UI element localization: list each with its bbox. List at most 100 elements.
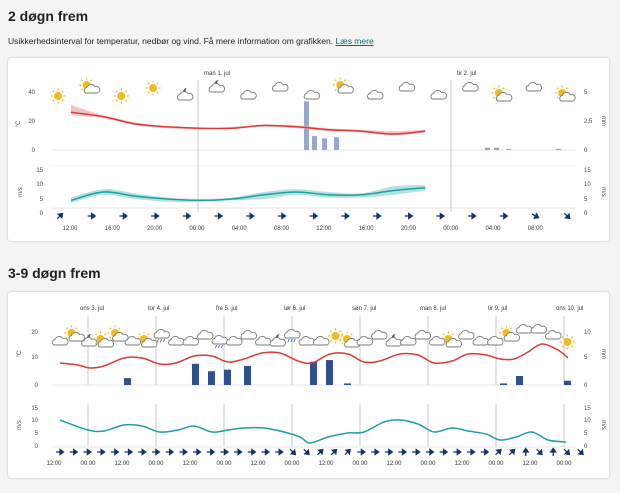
wind-arrow-shape xyxy=(549,447,557,456)
wind-unit-right: m/s xyxy=(600,187,606,197)
wind-arrow-shape xyxy=(119,212,129,220)
wind-arrow-icon xyxy=(56,448,65,456)
wind-arrow-icon xyxy=(563,212,571,220)
wind-arrow-shape xyxy=(357,448,367,456)
rain-bar xyxy=(326,360,333,385)
wind-arrow-shape xyxy=(56,212,64,220)
wind-arrow-shape xyxy=(69,448,79,456)
wind-line xyxy=(70,187,426,202)
rain-bar xyxy=(500,383,507,385)
wind-arrow-icon xyxy=(97,448,106,456)
sun-ray xyxy=(124,99,128,102)
wind-tick: 15 xyxy=(36,168,43,174)
sun-ray xyxy=(493,96,496,99)
sun-ray xyxy=(90,79,93,82)
wind-arrow-icon xyxy=(536,448,543,456)
wind-arrow-icon xyxy=(124,448,134,456)
rain-tick: 0 xyxy=(584,383,588,389)
wind-arrow-shape xyxy=(344,448,351,456)
read-more-link[interactable]: Læs mere xyxy=(335,36,374,46)
rain-drop xyxy=(290,338,293,343)
cloud-shape xyxy=(400,336,417,346)
partly-cloudy-icon xyxy=(64,325,86,342)
sun-ray xyxy=(65,336,69,339)
cloud-shape xyxy=(226,336,243,346)
wind-arrow-shape xyxy=(317,448,324,456)
partly-cloudy-icon xyxy=(136,331,158,348)
sun-ray xyxy=(350,333,353,336)
time-label: 12:00 xyxy=(250,461,266,467)
rain-bar xyxy=(564,380,571,385)
sun-icon xyxy=(50,88,66,104)
partly-cloudy-icon xyxy=(93,331,115,348)
time-label: 12:00 xyxy=(318,461,334,467)
cloud-icon xyxy=(530,324,548,334)
wind-arrow-icon xyxy=(303,448,310,456)
wind-arrow-shape xyxy=(277,212,287,220)
time-label: 00:00 xyxy=(80,461,96,467)
chart-3-9-days: ons 3. jul tor 4. jul fre 5. jul lør 6. jul… xyxy=(17,306,606,467)
cloud-shape xyxy=(240,90,257,100)
cloud-icon xyxy=(400,336,417,346)
wind-arrow-shape xyxy=(330,448,338,456)
cloud-icon xyxy=(197,330,214,340)
wind-arrow-icon xyxy=(499,212,509,220)
wind-arrow-shape xyxy=(384,448,394,456)
cloud-shape xyxy=(414,330,432,340)
cloud-icon xyxy=(430,90,447,100)
rain-bar xyxy=(310,361,317,385)
wind-arrow-icon xyxy=(151,448,161,456)
wind-arrow-shape xyxy=(412,448,421,456)
wind-arrow-shape xyxy=(275,448,284,456)
partly-cloudy-icon xyxy=(107,325,129,342)
wind-arrow-icon xyxy=(404,212,414,220)
rain-bar xyxy=(485,147,490,150)
wind-arrow-icon xyxy=(467,448,476,456)
wind-arrow-shape xyxy=(468,212,477,220)
wind-arrow-icon xyxy=(357,448,367,456)
partly-cloudy-icon xyxy=(79,77,101,94)
cloud-icon xyxy=(182,336,200,346)
rain-cloud-icon xyxy=(211,335,229,349)
cloud-shape xyxy=(153,329,171,339)
rain-tick: 2,5 xyxy=(584,119,593,125)
wind-tick-right: 15 xyxy=(584,406,591,412)
wind-arrow-icon xyxy=(317,448,324,456)
time-label: 08:00 xyxy=(274,226,290,232)
wind-arrow-shape xyxy=(206,448,216,456)
wind-tick-right: 15 xyxy=(584,168,591,174)
time-label: 16:00 xyxy=(359,226,375,232)
sun-ray xyxy=(341,333,344,336)
wind-arrow-shape xyxy=(371,448,380,456)
sun-ray xyxy=(343,79,347,82)
wind-arrow-icon xyxy=(436,212,446,220)
wind-arrow-icon xyxy=(439,448,449,456)
time-label: 20:00 xyxy=(147,226,163,232)
sun-ray xyxy=(138,342,141,345)
sun-ray xyxy=(115,99,118,102)
wind-arrow-icon xyxy=(247,448,257,456)
wind-arrow-icon xyxy=(508,448,516,456)
time-label: 00:00 xyxy=(420,461,436,467)
wind-arrow-icon xyxy=(341,212,350,220)
cloud-shape xyxy=(429,336,446,346)
sun-ray xyxy=(329,339,333,342)
wind-arrow-icon xyxy=(384,448,394,456)
wind-line xyxy=(59,419,567,444)
wind-arrow-icon xyxy=(563,448,571,456)
cloud-shape xyxy=(272,82,289,92)
wind-arrow-shape xyxy=(247,448,257,456)
sun-icon xyxy=(113,88,129,104)
wind-tick: 5 xyxy=(35,431,39,437)
wind-arrow-shape xyxy=(124,448,134,456)
wind-arrow-shape xyxy=(563,212,571,220)
wind-arrow-icon xyxy=(577,448,584,456)
day-label: ons 10. jul xyxy=(556,306,583,312)
wind-arrow-shape xyxy=(563,448,571,456)
wind-arrow-icon xyxy=(468,212,477,220)
sun-ray xyxy=(341,342,344,345)
sun-ray xyxy=(500,327,504,330)
chart-2-days: man 1. jul tir 2. jul 40 20 0 5 2,5 0 °C mm 15 10 5 0… xyxy=(16,71,606,232)
cloud-shape xyxy=(525,82,543,92)
cloud-shape xyxy=(197,330,214,340)
